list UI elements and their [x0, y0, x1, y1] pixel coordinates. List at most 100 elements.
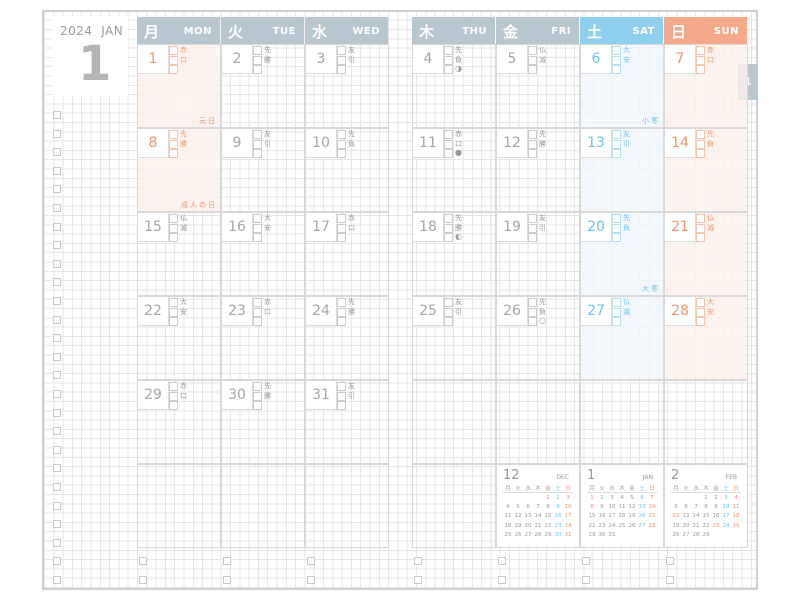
neutral-face-icon[interactable] [337, 307, 346, 317]
todo-checkbox[interactable] [53, 445, 61, 454]
sad-face-icon[interactable] [444, 65, 453, 74]
day-cell[interactable]: 8 先勝成人の日 [137, 128, 221, 212]
day-cell[interactable]: 27 仏滅 [580, 296, 664, 380]
todo-checkbox[interactable] [53, 483, 61, 491]
todo-checkbox[interactable] [53, 352, 61, 361]
empty-cell[interactable] [412, 464, 496, 548]
happy-face-icon[interactable] [169, 46, 178, 55]
sad-face-icon[interactable] [169, 65, 178, 74]
day-cell[interactable]: 10 先負 [305, 128, 389, 212]
day-cell[interactable]: 24 先勝 [305, 296, 389, 380]
neutral-face-icon[interactable] [696, 55, 705, 65]
happy-face-icon[interactable] [253, 214, 262, 223]
day-cell[interactable]: 26 先負 ○ [496, 296, 580, 380]
neutral-face-icon[interactable] [337, 139, 346, 149]
neutral-face-icon[interactable] [444, 223, 453, 233]
todo-checkbox[interactable] [666, 557, 674, 565]
happy-face-icon[interactable] [169, 298, 178, 307]
empty-cell[interactable] [496, 464, 580, 548]
day-cell[interactable]: 28 大安 [664, 296, 748, 380]
todo-checkbox[interactable] [53, 371, 61, 380]
day-cell[interactable]: 30 先勝 [221, 380, 305, 464]
sad-face-icon[interactable] [444, 317, 453, 326]
neutral-face-icon[interactable] [612, 55, 621, 65]
happy-face-icon[interactable] [528, 130, 537, 139]
happy-face-icon[interactable] [696, 130, 705, 139]
sad-face-icon[interactable] [253, 65, 262, 74]
todo-checkbox[interactable] [53, 390, 61, 398]
happy-face-icon[interactable] [696, 46, 705, 55]
todo-checkbox[interactable] [53, 501, 61, 510]
day-cell[interactable]: 25 友引 [412, 296, 496, 380]
sad-face-icon[interactable] [337, 149, 346, 158]
sad-face-icon[interactable] [169, 233, 178, 242]
todo-checkbox[interactable] [53, 408, 61, 417]
todo-checkbox[interactable] [53, 185, 61, 194]
happy-face-icon[interactable] [444, 130, 453, 139]
happy-face-icon[interactable] [612, 214, 621, 223]
happy-face-icon[interactable] [337, 46, 346, 55]
todo-checkbox[interactable] [53, 520, 61, 529]
day-cell[interactable]: 9 友引 [221, 128, 305, 212]
neutral-face-icon[interactable] [337, 391, 346, 401]
todo-checkbox[interactable] [53, 464, 61, 473]
happy-face-icon[interactable] [696, 298, 705, 307]
neutral-face-icon[interactable] [444, 139, 453, 149]
todo-checkbox[interactable] [307, 557, 315, 565]
neutral-face-icon[interactable] [528, 307, 537, 317]
happy-face-icon[interactable] [612, 298, 621, 307]
todo-checkbox[interactable] [53, 241, 61, 250]
sad-face-icon[interactable] [696, 233, 705, 242]
day-cell[interactable]: 17 赤口 [305, 212, 389, 296]
sad-face-icon[interactable] [696, 317, 705, 326]
empty-cell[interactable] [412, 380, 496, 464]
neutral-face-icon[interactable] [253, 55, 262, 65]
neutral-face-icon[interactable] [612, 223, 621, 233]
todo-checkbox[interactable] [307, 576, 315, 584]
sad-face-icon[interactable] [337, 401, 346, 410]
todo-checkbox[interactable] [53, 315, 61, 324]
happy-face-icon[interactable] [528, 46, 537, 55]
todo-checkbox[interactable] [53, 148, 61, 157]
empty-cell[interactable] [580, 464, 664, 548]
day-cell[interactable]: 22 大安 [137, 296, 221, 380]
todo-checkbox[interactable] [139, 557, 147, 565]
happy-face-icon[interactable] [696, 214, 705, 223]
neutral-face-icon[interactable] [696, 307, 705, 317]
empty-cell[interactable] [221, 464, 305, 548]
todo-checkbox[interactable] [53, 557, 61, 566]
todo-checkbox[interactable] [53, 427, 61, 436]
todo-checkbox[interactable] [223, 557, 231, 565]
todo-checkbox[interactable] [53, 576, 61, 584]
sad-face-icon[interactable] [337, 233, 346, 242]
sad-face-icon[interactable] [337, 65, 346, 74]
neutral-face-icon[interactable] [528, 55, 537, 65]
neutral-face-icon[interactable] [696, 223, 705, 233]
todo-checkbox[interactable] [414, 576, 422, 584]
sad-face-icon[interactable] [528, 65, 537, 74]
todo-checkbox[interactable] [53, 334, 61, 343]
neutral-face-icon[interactable] [169, 55, 178, 65]
todo-checkbox[interactable] [582, 557, 590, 565]
day-cell[interactable]: 19 友引 [496, 212, 580, 296]
day-cell[interactable]: 11 赤口 ● [412, 128, 496, 212]
happy-face-icon[interactable] [337, 214, 346, 223]
day-cell[interactable]: 6 大安小寒 [580, 44, 664, 128]
todo-checkbox[interactable] [582, 576, 590, 584]
sad-face-icon[interactable] [612, 149, 621, 158]
neutral-face-icon[interactable] [444, 55, 453, 65]
sad-face-icon[interactable] [528, 149, 537, 158]
sad-face-icon[interactable] [253, 317, 262, 326]
neutral-face-icon[interactable] [528, 223, 537, 233]
todo-checkbox[interactable] [498, 557, 506, 565]
happy-face-icon[interactable] [253, 298, 262, 307]
day-cell[interactable]: 16 大安 [221, 212, 305, 296]
todo-checkbox[interactable] [53, 111, 61, 119]
day-cell[interactable]: 29 赤口 [137, 380, 221, 464]
empty-cell[interactable] [305, 464, 389, 548]
happy-face-icon[interactable] [337, 382, 346, 391]
empty-cell[interactable] [580, 380, 664, 464]
neutral-face-icon[interactable] [337, 55, 346, 65]
neutral-face-icon[interactable] [528, 139, 537, 149]
empty-cell[interactable] [664, 464, 748, 548]
